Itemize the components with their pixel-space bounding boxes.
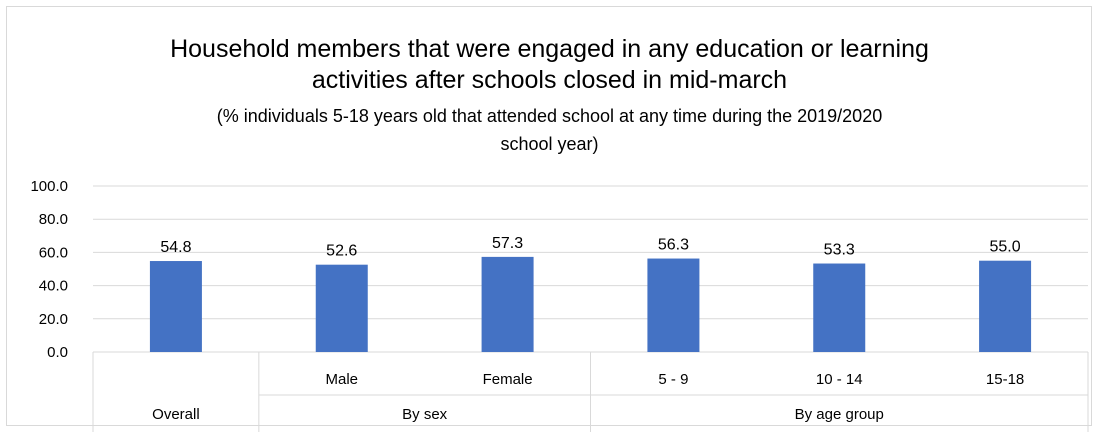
category-label-5: 15-18 [986, 371, 1024, 388]
bar-5 [979, 260, 1032, 352]
chart-subtitle-line-1: (% individuals 5-18 years old that atten… [216, 106, 883, 126]
category-label-4: 10 - 14 [816, 371, 863, 388]
category-label-2: Female [483, 371, 533, 388]
y-tick-label-2: 40.0 [39, 278, 68, 295]
bar-3 [647, 258, 700, 352]
bar-4 [813, 263, 866, 352]
bar-2 [481, 256, 534, 352]
data-label-2: 57.3 [492, 235, 523, 252]
data-label-3: 56.3 [658, 237, 689, 254]
chart-frame [6, 6, 1092, 426]
group-label-2: By age group [795, 406, 884, 423]
data-label-1: 52.6 [326, 243, 357, 260]
y-tick-label-0: 0.0 [47, 344, 68, 361]
data-label-0: 54.8 [160, 239, 191, 256]
group-label-0: Overall [152, 406, 200, 423]
chart-title-line-2: activities after schools closed in mid-m… [311, 66, 788, 94]
data-label-5: 55.0 [990, 239, 1021, 256]
chart-title-line-1: Household members that were engaged in a… [170, 35, 929, 63]
data-label-4: 53.3 [824, 242, 855, 259]
chart-subtitle-line-2: school year) [500, 134, 599, 154]
bar-1 [315, 264, 368, 352]
category-label-3: 5 - 9 [658, 371, 688, 388]
group-label-1: By sex [402, 406, 448, 423]
bar-0 [149, 261, 202, 352]
y-tick-label-5: 100.0 [30, 178, 68, 195]
y-tick-label-4: 80.0 [39, 211, 68, 228]
y-tick-label-3: 60.0 [39, 244, 68, 261]
category-label-1: Male [325, 371, 358, 388]
y-tick-label-1: 20.0 [39, 311, 68, 328]
